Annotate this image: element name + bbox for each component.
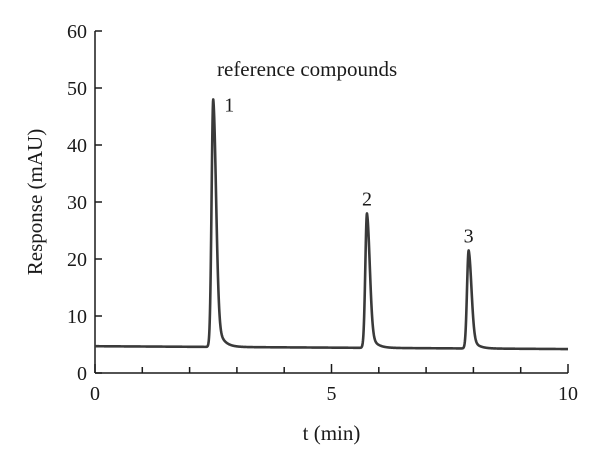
peak-label-1: 1 <box>224 94 234 116</box>
chart-annotation: reference compounds <box>217 57 397 81</box>
y-tick-label: 30 <box>67 192 87 214</box>
y-tick-label: 50 <box>67 78 87 100</box>
peak-label-2: 2 <box>362 188 372 210</box>
chromatogram-line <box>93 98 570 351</box>
x-tick-label: 0 <box>90 383 100 405</box>
x-tick-label: 5 <box>327 383 337 405</box>
y-tick-label: 40 <box>67 135 87 157</box>
x-axis-title: t (min) <box>303 421 361 445</box>
y-tick-label: 20 <box>67 249 87 271</box>
y-ticks: 0 10 20 30 40 50 60 <box>67 21 102 385</box>
x-ticks: 0 5 10 <box>90 364 578 405</box>
peak-label-3: 3 <box>464 225 474 247</box>
y-tick-label: 10 <box>67 306 87 328</box>
y-axis-title: Response (mAU) <box>23 129 47 275</box>
y-tick-label: 60 <box>67 21 87 43</box>
x-tick-label: 10 <box>558 383 578 405</box>
peak-labels: 1 2 3 <box>224 94 473 247</box>
axes <box>94 31 568 374</box>
y-tick-label: 0 <box>77 363 87 385</box>
